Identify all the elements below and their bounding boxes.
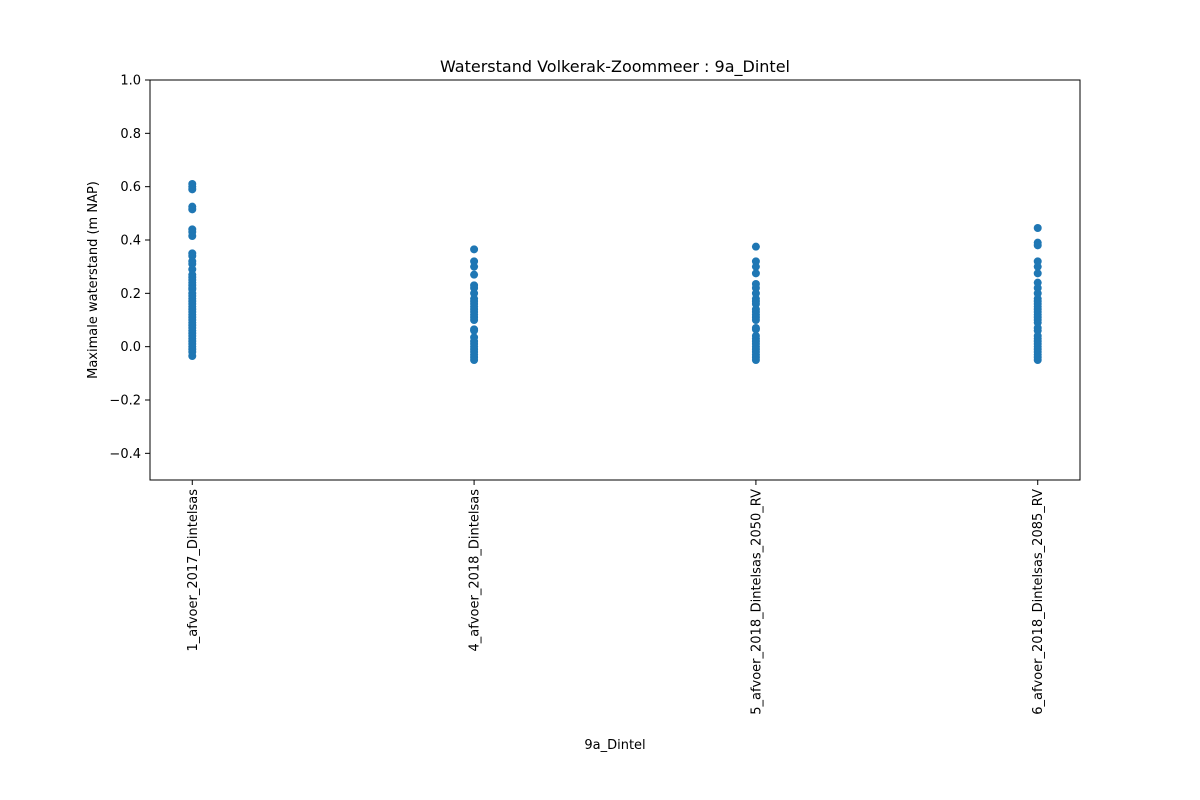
data-point <box>188 352 197 360</box>
plot-frame <box>149 79 1081 481</box>
y-tick-label: −0.4 <box>109 447 141 462</box>
data-point <box>1033 269 1042 278</box>
y-axis-label: Maximale waterstand (m NAP) <box>86 181 101 379</box>
data-point <box>470 356 479 364</box>
data-point <box>751 262 760 271</box>
data-point <box>470 262 479 271</box>
data-point <box>1033 241 1042 250</box>
data-point <box>751 356 760 364</box>
data-point <box>751 316 760 324</box>
chart-title: Waterstand Volkerak-Zoommeer : 9a_Dintel <box>440 57 790 77</box>
data-point <box>470 326 479 335</box>
y-axis-ticks: −0.4 −0.2 0.0 0.2 0.4 0.6 0.8 1.0 <box>109 74 150 462</box>
data-point <box>470 245 479 254</box>
data-point <box>188 185 197 194</box>
y-tick-label: 0.0 <box>120 340 141 355</box>
y-tick-label: −0.2 <box>109 394 141 409</box>
x-tick-label: 5_afvoer_2018_Dintelsas_2050_RV <box>749 489 764 715</box>
data-point <box>188 232 197 240</box>
data-point <box>751 269 760 278</box>
y-tick-label: 0.6 <box>120 180 141 195</box>
x-tick-label: 4_afvoer_2018_Dintelsas <box>468 489 483 652</box>
data-point <box>1033 356 1042 364</box>
y-tick-label: 0.8 <box>120 127 141 142</box>
x-axis-label: 9a_Dintel <box>584 738 645 753</box>
y-tick-label: 1.0 <box>120 74 141 89</box>
data-point <box>1033 262 1042 271</box>
x-tick-label: 1_afvoer_2017_Dintelsas <box>186 489 201 652</box>
x-axis-ticks: 1_afvoer_2017_Dintelsas 4_afvoer_2018_Din… <box>186 480 1046 715</box>
data-points <box>188 180 1042 364</box>
data-point <box>751 325 760 334</box>
y-tick-label: 0.4 <box>120 234 141 249</box>
data-point <box>1033 224 1042 232</box>
data-point <box>470 270 479 279</box>
data-point <box>751 242 760 251</box>
y-tick-label: 0.2 <box>120 287 141 302</box>
x-tick-label: 6_afvoer_2018_Dintelsas_2085_RV <box>1031 489 1046 715</box>
data-point <box>470 316 479 324</box>
data-point <box>188 205 197 214</box>
